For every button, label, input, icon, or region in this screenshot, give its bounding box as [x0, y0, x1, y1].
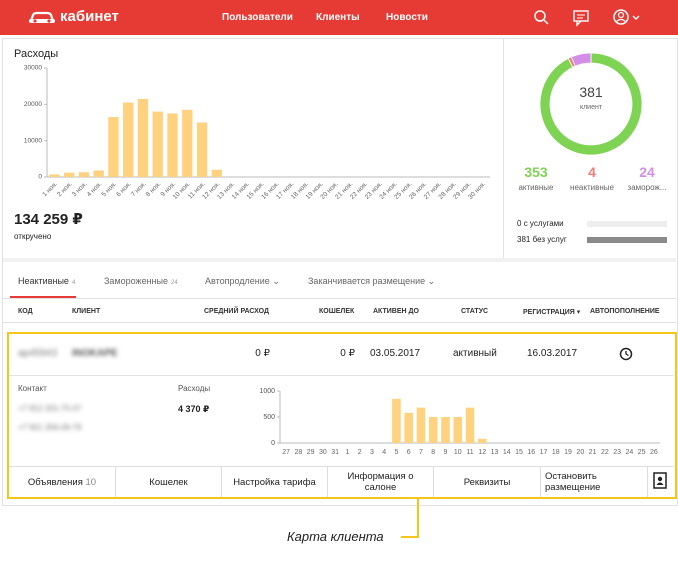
card-button[interactable]: Объявления 10 — [9, 467, 116, 497]
column-header: КЛИЕНТ — [72, 308, 101, 315]
divider — [3, 322, 676, 323]
button-count: 10 — [85, 476, 97, 488]
column-header: СТАТУС — [461, 308, 489, 315]
tab-label: Автопродление — [205, 276, 270, 286]
total-amount: 134 259 ₽ — [14, 211, 83, 228]
annotation: Карта клиента — [287, 529, 384, 544]
client-code: ap45943 — [18, 348, 57, 359]
tab-underline — [10, 296, 76, 298]
column-header[interactable]: РЕГИСТРАЦИЯ ▾ — [523, 309, 581, 316]
tab-label: Неактивные — [18, 276, 69, 286]
column-header: АКТИВЕН ДО — [373, 308, 419, 315]
tab[interactable]: Замороженные 24 — [104, 276, 178, 286]
contact-label: Контакт — [18, 384, 47, 393]
column-header: КОШЕЛЕК — [319, 308, 355, 315]
card-button[interactable]: Информация о салоне — [328, 467, 434, 497]
avg-expense: 0 ₽ — [255, 348, 270, 359]
legend-value: 4 — [588, 164, 596, 180]
total-label: откручено — [14, 232, 52, 241]
legend-value: 353 — [524, 164, 548, 180]
tab[interactable]: Автопродление ⌄ — [205, 276, 280, 286]
nav-link[interactable]: Клиенты — [316, 12, 360, 23]
active-until: 03.05.2017 — [370, 348, 421, 359]
column-header: СРЕДНИЙ РАСХОД — [204, 308, 269, 315]
contact-card-icon[interactable] — [652, 472, 668, 490]
tab-count: 24 — [170, 280, 178, 286]
logo-text[interactable]: кабинет — [60, 8, 119, 25]
nav-link[interactable]: Пользователи — [222, 12, 293, 23]
legend-label: неактивные — [570, 183, 614, 192]
column-header: КОД — [18, 308, 33, 315]
wallet: 0 ₽ — [340, 348, 355, 359]
button-label: Объявления — [27, 476, 83, 488]
card-button[interactable]: Настройка тарифа — [222, 467, 328, 497]
legend-value: 24 — [639, 164, 655, 180]
expenses-label: Расходы — [178, 384, 211, 393]
divider — [3, 298, 676, 299]
divider — [9, 375, 673, 376]
divider — [9, 466, 673, 467]
chart-title: Расходы — [14, 48, 59, 60]
service-label: с услугами — [523, 219, 564, 228]
legend-label: заморож... — [627, 183, 667, 192]
card-button[interactable]: Реквизиты — [434, 467, 541, 497]
client-name: INOKAPE — [72, 348, 118, 359]
divider — [3, 258, 676, 262]
service-row: 0 с услугами — [517, 219, 564, 228]
service-count: 0 — [517, 219, 522, 228]
autorefill-icon[interactable] — [619, 347, 633, 361]
top-bar — [0, 0, 678, 35]
client-card — [7, 332, 677, 499]
phone: +7 921 356-09-79 — [18, 423, 82, 432]
registration-date: 16.03.2017 — [527, 348, 578, 359]
tab-label: Заканчивается размещение — [308, 276, 426, 286]
nav-link[interactable]: Новости — [386, 12, 428, 23]
status: активный — [453, 348, 497, 359]
header-icons[interactable] — [532, 9, 672, 27]
service-label: без услуг — [532, 235, 567, 244]
tab[interactable]: Заканчивается размещение ⌄ — [308, 276, 436, 286]
column-header: АВТОПОПОЛНЕНИЕ — [590, 308, 660, 315]
logo-icon — [29, 11, 55, 23]
phone: +7 812 331-75-07 — [18, 404, 82, 413]
tab-label: Замороженные — [104, 276, 168, 286]
card-button[interactable]: Кошелек — [116, 467, 222, 497]
card-button[interactable]: Остановить размещение — [541, 467, 648, 497]
service-count: 381 — [517, 235, 531, 244]
service-row: 381 без услуг — [517, 235, 567, 244]
expenses-total: 4 370 ₽ — [178, 404, 210, 414]
tab-count: 4 — [71, 280, 76, 286]
divider — [503, 38, 504, 258]
legend-label: активные — [518, 183, 554, 192]
tab[interactable]: Неактивные 4 — [18, 276, 75, 286]
